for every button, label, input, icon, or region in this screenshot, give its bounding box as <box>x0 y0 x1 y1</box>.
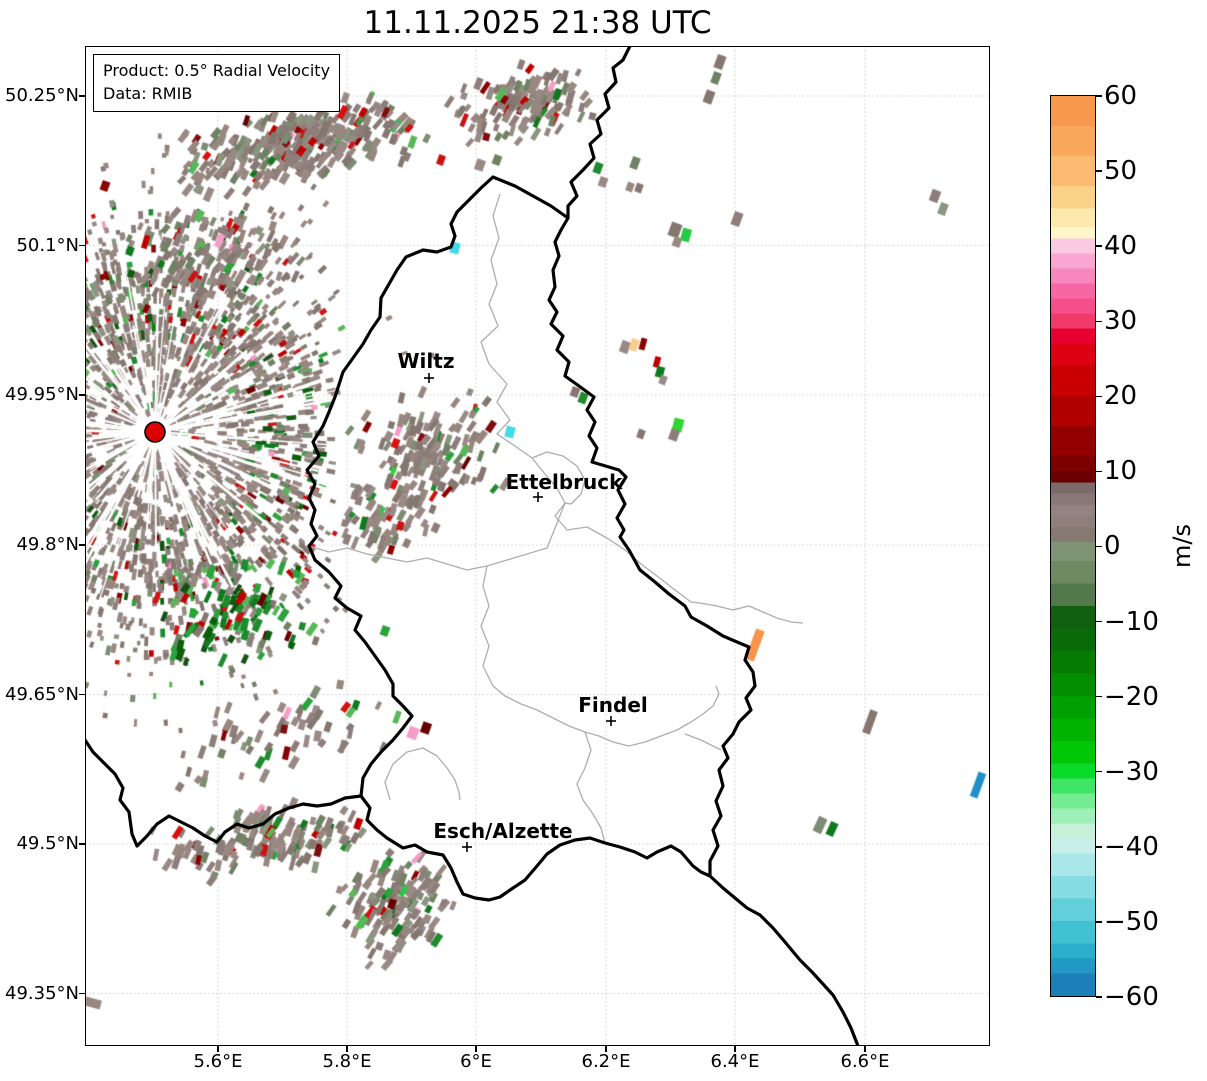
district-border-path <box>531 451 586 505</box>
city-marker-ettelbruck: Ettelbruck <box>506 470 623 502</box>
product-info-box: Product: 0.5° Radial Velocity Data: RMIB <box>93 54 341 112</box>
city-label: Esch/Alzette <box>433 819 572 843</box>
lon-tick-mark <box>605 1046 607 1052</box>
district-border-path <box>480 565 720 747</box>
colorbar-tick-mark <box>1096 620 1102 623</box>
country-border-path <box>547 46 860 1046</box>
city-label: Findel <box>578 693 648 717</box>
lat-tick-label: 50.1°N <box>16 234 79 256</box>
lat-tick-mark <box>79 544 85 546</box>
radar-data-canvas <box>85 46 990 1046</box>
colorbar-tick-label: 60 <box>1104 81 1138 111</box>
radar-map-plot: Wiltz Ettelbruck Findel Esch/Alzette Produc… <box>85 46 990 1046</box>
lon-tick-mark <box>475 1046 477 1052</box>
colorbar-unit-label: m/s <box>1168 524 1196 568</box>
lon-tick-mark <box>217 1046 219 1052</box>
colorbar-tick-mark <box>1096 996 1102 998</box>
country-border-path <box>85 738 363 848</box>
data-source-line: Data: RMIB <box>103 84 193 103</box>
city-label: Ettelbruck <box>506 470 623 494</box>
map-overlay: Wiltz Ettelbruck Findel Esch/Alzette <box>85 46 860 1046</box>
lat-tick-mark <box>79 394 85 396</box>
lat-tick-label: 49.65°N <box>5 683 79 705</box>
colorbar-tick-label: 30 <box>1104 306 1138 337</box>
district-border-path <box>384 747 461 801</box>
radar-site-marker <box>144 421 166 443</box>
lon-tick-mark <box>346 1046 348 1052</box>
colorbar-tick-mark <box>1096 771 1102 773</box>
colorbar-tick-label: 0 <box>1104 531 1121 562</box>
country-border-path <box>359 794 712 902</box>
lat-tick-mark <box>79 244 85 247</box>
colorbar-tick-label: 50 <box>1104 156 1138 187</box>
city-marker-findel: Findel <box>578 693 648 726</box>
product-name-line: Product: 0.5° Radial Velocity <box>103 61 331 80</box>
colorbar-tick-mark <box>1096 95 1102 97</box>
lon-tick-mark <box>734 1046 736 1052</box>
lat-tick-mark <box>79 843 85 845</box>
colorbar-tick-mark <box>1096 545 1102 548</box>
lat-tick-label: 49.5°N <box>16 833 79 854</box>
lat-tick-label: 49.35°N <box>5 982 79 1004</box>
country-border-path <box>305 175 570 798</box>
city-marker-esch-alzette: Esch/Alzette <box>433 819 573 852</box>
lat-tick-label: 49.8°N <box>16 534 79 555</box>
colorbar-tick-label: 20 <box>1104 381 1138 412</box>
colorbar-tick-mark <box>1096 921 1102 923</box>
colorbar-tick-mark <box>1096 395 1102 398</box>
district-border-path <box>576 731 606 844</box>
lon-tick-label: 5.8°E <box>322 1051 372 1072</box>
colorbar-tick-label: 40 <box>1104 231 1138 262</box>
lon-tick-mark <box>864 1046 866 1052</box>
colorbar-tick-mark <box>1096 470 1102 473</box>
colorbar-tick-mark <box>1096 170 1102 172</box>
lon-tick-label: 5.6°E <box>193 1051 243 1072</box>
lat-tick-mark <box>79 992 85 995</box>
city-label: Wiltz <box>398 349 455 373</box>
lat-tick-mark <box>79 693 85 696</box>
colorbar-tick-mark <box>1096 695 1102 698</box>
colorbar-tick-mark <box>1096 320 1102 322</box>
lon-tick-label: 6.4°E <box>710 1051 760 1072</box>
district-border-path <box>684 733 722 751</box>
colorbar-tick-label: −50 <box>1104 906 1159 937</box>
lat-tick-mark <box>79 95 85 97</box>
lat-tick-label: 50.25°N <box>5 85 79 106</box>
colorbar-tick-label: 10 <box>1104 456 1138 487</box>
district-border-path <box>480 193 701 604</box>
colorbar-tick-label: −30 <box>1104 756 1159 787</box>
lat-tick-label: 49.95°N <box>5 384 79 405</box>
colorbar-tick-label: −10 <box>1104 606 1159 637</box>
colorbar-tick-mark <box>1096 245 1102 247</box>
colorbar-gradient <box>1051 96 1095 996</box>
lon-tick-label: 6°E <box>460 1051 492 1072</box>
district-border-path <box>699 602 804 624</box>
colorbar <box>1050 95 1096 997</box>
district-border-path <box>308 502 566 571</box>
colorbar-tick-label: −60 <box>1104 981 1159 1012</box>
city-marker-wiltz: Wiltz <box>398 349 455 383</box>
colorbar-tick-label: −20 <box>1104 681 1159 712</box>
lon-tick-label: 6.6°E <box>840 1051 890 1072</box>
lon-tick-label: 6.2°E <box>581 1051 631 1072</box>
page-title: 11.11.2025 21:38 UTC <box>363 5 712 41</box>
colorbar-tick-label: −40 <box>1104 831 1159 862</box>
colorbar-tick-mark <box>1096 846 1102 848</box>
